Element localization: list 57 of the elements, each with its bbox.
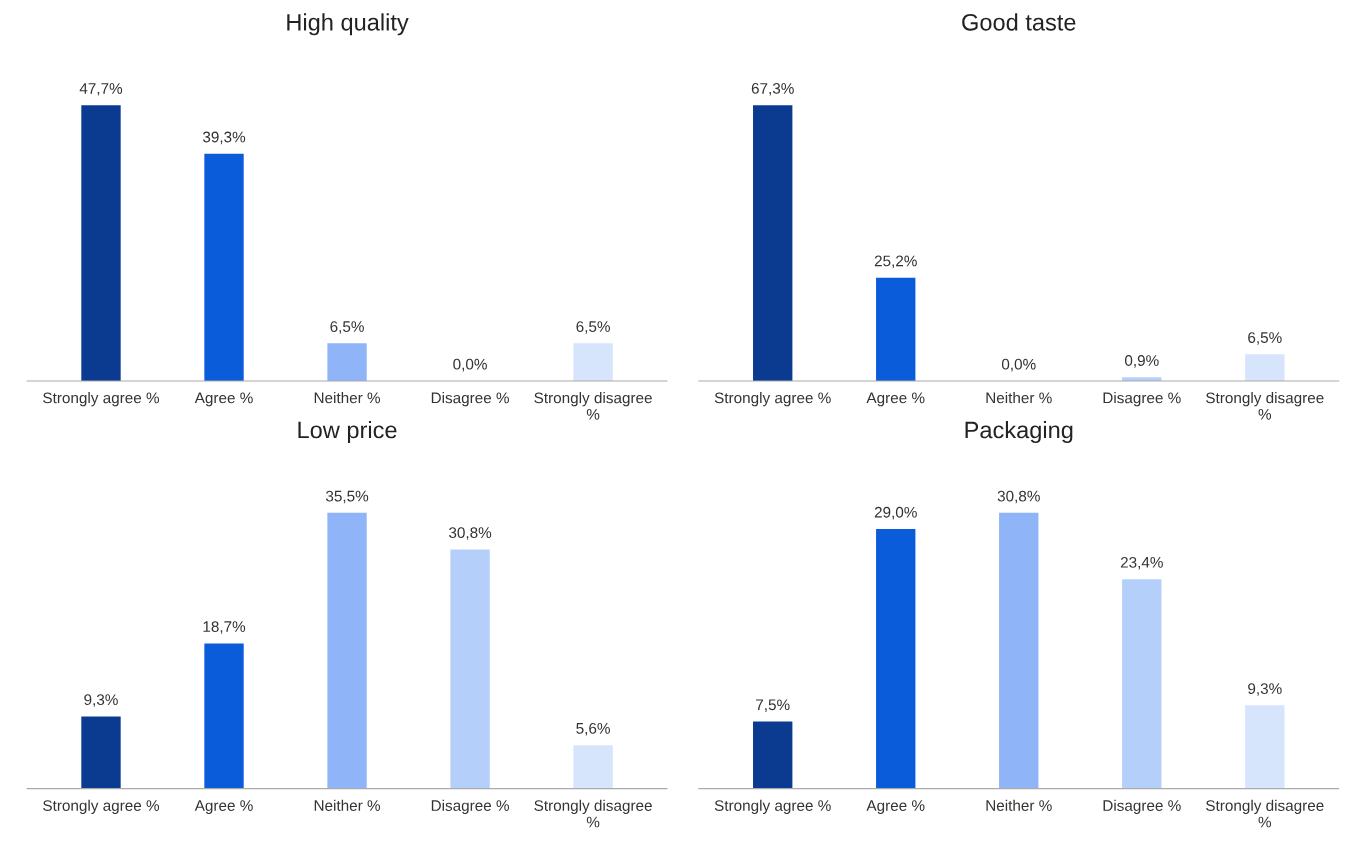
bar [450,549,490,789]
x-tick-label: Agree % [194,392,253,407]
x-tick-label: Strongly agree % [43,392,160,407]
data-label: 18,7% [203,621,246,634]
bar [204,643,244,789]
x-tick-label: Disagree % [431,392,510,407]
data-label: 6,5% [576,321,610,334]
data-label: 5,6% [576,722,610,736]
x-tick-label: Strongly disagree % [534,392,652,420]
chart-title: Packaging [965,421,1073,444]
x-tick-label: Agree % [866,800,925,814]
bar [81,716,121,789]
x-tick-label: Neither % [986,392,1052,404]
data-label: 9,3% [1248,683,1282,696]
x-tick-label: Strongly disagree % [1206,799,1324,828]
bar [876,277,916,381]
x-tick-label: Strongly agree % [43,799,160,814]
x-tick-label: Agree % [866,392,925,407]
bar [753,105,793,381]
x-tick-label: Neither % [314,392,381,404]
data-label: 47,7% [79,83,123,96]
data-label: 0,9% [1124,355,1159,368]
x-tick-label: Disagree % [1103,392,1181,407]
x-tick-label: Disagree % [431,799,510,814]
x-tick-label: Neither % [986,799,1052,811]
bar [1122,579,1162,789]
chart-title: Low price [298,421,397,444]
x-tick-label: Neither % [314,799,381,811]
data-label: 9,3% [84,694,118,707]
bar [573,745,613,789]
data-label: 23,4% [1120,556,1163,570]
x-tick-label: Strongly agree % [714,392,831,407]
data-label: 30,8% [997,490,1040,504]
data-label: 6,5% [330,321,364,334]
data-label: 0,0% [453,358,487,372]
bar [327,512,367,789]
bar [1245,705,1285,789]
data-label: 39,3% [202,131,246,145]
x-tick-label: Agree % [194,800,253,814]
bar [876,528,916,789]
data-label: 67,3% [751,83,794,96]
bar [1245,354,1285,381]
data-label: 35,5% [325,490,369,504]
x-tick-label: Strongly agree % [714,799,831,814]
x-tick-label: Strongly disagree % [1206,392,1324,420]
x-tick-label: Strongly disagree % [534,799,652,828]
x-tick-label: Disagree % [1103,799,1181,814]
data-label: 29,0% [874,506,917,520]
data-label: 30,8% [448,527,492,540]
data-label: 0,0% [1001,358,1036,372]
bar [999,512,1039,789]
data-label: 6,5% [1248,332,1282,345]
bar [753,721,793,789]
data-label: 25,2% [874,255,917,269]
data-label: 7,5% [756,699,790,712]
chart-title: Good taste [962,13,1076,31]
chart-title: High quality [287,13,409,36]
